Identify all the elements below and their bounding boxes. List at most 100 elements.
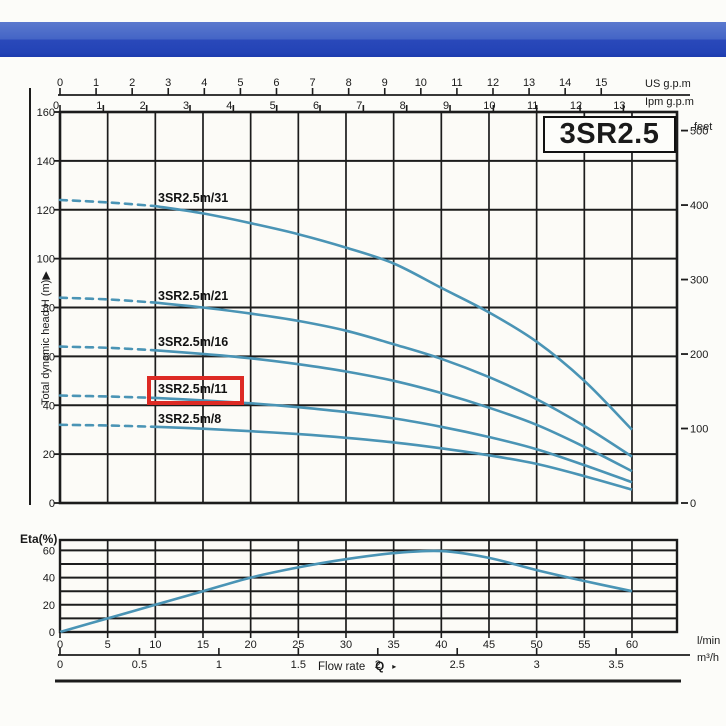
feet-tick-label: 200 bbox=[690, 349, 708, 361]
feet-unit-label: feet bbox=[694, 121, 713, 133]
m3h-tick-label: 1.5 bbox=[291, 659, 306, 671]
head-curve-dashed-3 bbox=[58, 394, 157, 400]
lmin-tick-label: 0 bbox=[57, 639, 63, 651]
head-curve-2 bbox=[155, 349, 633, 473]
feet-tick-label: 400 bbox=[690, 200, 708, 212]
m3h-tick-label: 0 bbox=[57, 659, 63, 671]
imp-gpm-tick-label: 3 bbox=[183, 100, 189, 112]
head-curve-dashed-2 bbox=[58, 345, 157, 352]
eta-tick-label: 40 bbox=[43, 573, 55, 585]
lmin-tick-label: 50 bbox=[531, 639, 543, 651]
head-tick-label: 120 bbox=[37, 205, 55, 217]
curve-label-0: 3SR2.5m/31 bbox=[158, 191, 229, 205]
lmin-tick-label: 5 bbox=[105, 639, 111, 651]
us-gpm-tick-label: 2 bbox=[129, 77, 135, 89]
imp-gpm-tick-label: 4 bbox=[226, 100, 232, 112]
head-curve-4 bbox=[155, 425, 633, 491]
eta-tick-label: 60 bbox=[43, 545, 55, 557]
us-gpm-tick-label: 10 bbox=[415, 77, 427, 89]
head-axis-title-text: Total dynamic head H (m) bbox=[40, 279, 52, 405]
head-tick-label: 0 bbox=[49, 498, 55, 510]
m3h-tick-label: 2 bbox=[375, 659, 381, 671]
lmin-tick-label: 15 bbox=[197, 639, 209, 651]
head-curve-dashed-4 bbox=[58, 423, 157, 429]
head-tick-label: 40 bbox=[43, 400, 55, 412]
lmin-tick-label: 60 bbox=[626, 639, 638, 651]
head-curve-0 bbox=[155, 204, 633, 431]
lmin-tick-label: 40 bbox=[435, 639, 447, 651]
lmin-tick-label: 10 bbox=[149, 639, 161, 651]
imp-gpm-tick-label: 11 bbox=[527, 100, 538, 112]
lmin-tick-label: 35 bbox=[388, 639, 400, 651]
head-tick-label: 60 bbox=[43, 351, 55, 363]
head-tick-label: 80 bbox=[43, 303, 55, 315]
page-top-banner bbox=[0, 22, 726, 57]
head-axis-arrow-icon: ▶ bbox=[40, 271, 52, 280]
eta-curve bbox=[59, 549, 633, 634]
lmin-tick-label: 55 bbox=[578, 639, 590, 651]
head-tick-label: 20 bbox=[43, 449, 55, 461]
lmin-tick-label: 20 bbox=[245, 639, 257, 651]
lmin-unit-label: l/min bbox=[697, 635, 721, 647]
curve-label-2: 3SR2.5m/16 bbox=[158, 335, 229, 349]
flow-symbol: Q bbox=[375, 661, 385, 673]
us-gpm-tick-label: 4 bbox=[201, 77, 207, 89]
m3h-tick-label: 0.5 bbox=[132, 659, 147, 671]
imp-gpm-tick-label: 5 bbox=[270, 100, 276, 112]
head-tick-label: 140 bbox=[37, 156, 55, 168]
curve-label-1: 3SR2.5m/21 bbox=[158, 289, 229, 303]
curve-label-4: 3SR2.5m/8 bbox=[158, 412, 222, 426]
feet-tick-label: 500 bbox=[690, 126, 708, 138]
us-gpm-tick-label: 1 bbox=[93, 77, 99, 89]
lmin-tick-label: 45 bbox=[483, 639, 495, 651]
us-gpm-tick-label: 12 bbox=[487, 77, 499, 89]
us-gpm-tick-label: 8 bbox=[346, 77, 352, 89]
head-curve-dashed-1 bbox=[58, 296, 157, 304]
imp-gpm-tick-label: 2 bbox=[140, 100, 146, 112]
m3h-tick-label: 2.5 bbox=[450, 659, 465, 671]
imp-gpm-tick-label: 9 bbox=[443, 100, 449, 112]
us-gpm-tick-label: 7 bbox=[310, 77, 316, 89]
curve-label-3: 3SR2.5m/11 bbox=[158, 382, 228, 396]
m3h-tick-label: 3 bbox=[534, 659, 540, 671]
imp-gpm-tick-label: 12 bbox=[570, 100, 582, 112]
head-curve-dashed-0 bbox=[58, 198, 157, 208]
eta-chart-border bbox=[58, 538, 679, 634]
us-gpm-tick-label: 14 bbox=[559, 77, 571, 89]
eta-tick-label: 20 bbox=[43, 600, 55, 612]
imp-gpm-tick-label: 8 bbox=[400, 100, 406, 112]
eta-axis-title: Eta(%) bbox=[20, 532, 58, 546]
imp-gpm-unit-label: Ipm g.p.m bbox=[645, 96, 694, 108]
head-tick-label: 160 bbox=[37, 107, 55, 119]
m3h-tick-label: 3.5 bbox=[608, 659, 623, 671]
us-gpm-tick-label: 13 bbox=[523, 77, 535, 89]
us-gpm-tick-label: 15 bbox=[595, 77, 607, 89]
pump-model-title: 3SR2.5 bbox=[543, 116, 676, 153]
m3h-unit-label: m³/h bbox=[697, 652, 719, 664]
feet-tick-label: 100 bbox=[690, 424, 708, 436]
eta-tick-label: 0 bbox=[49, 627, 55, 639]
lmin-tick-label: 25 bbox=[292, 639, 304, 651]
imp-gpm-tick-label: 13 bbox=[613, 100, 625, 112]
imp-gpm-tick-label: 6 bbox=[313, 100, 319, 112]
imp-gpm-tick-label: 1 bbox=[96, 100, 102, 112]
feet-tick-label: 0 bbox=[690, 498, 696, 510]
highlighted-model-red-box bbox=[147, 376, 244, 405]
us-gpm-tick-label: 11 bbox=[451, 77, 462, 89]
us-gpm-tick-label: 6 bbox=[273, 77, 279, 89]
us-gpm-unit-label: US g.p.m bbox=[645, 78, 691, 90]
pump-model-text: 3SR2.5 bbox=[559, 118, 660, 150]
us-gpm-tick-label: 5 bbox=[237, 77, 243, 89]
us-gpm-tick-label: 0 bbox=[57, 77, 63, 89]
flow-rate-axis-title: Flow rate Q ▸ bbox=[318, 661, 396, 673]
head-curve-1 bbox=[155, 301, 633, 458]
feet-tick-label: 300 bbox=[690, 275, 708, 287]
imp-gpm-tick-label: 7 bbox=[356, 100, 362, 112]
m3h-tick-label: 1 bbox=[216, 659, 222, 671]
lmin-tick-label: 30 bbox=[340, 639, 352, 651]
imp-gpm-tick-label: 10 bbox=[483, 100, 495, 112]
us-gpm-tick-label: 3 bbox=[165, 77, 171, 89]
head-tick-label: 100 bbox=[37, 254, 55, 266]
